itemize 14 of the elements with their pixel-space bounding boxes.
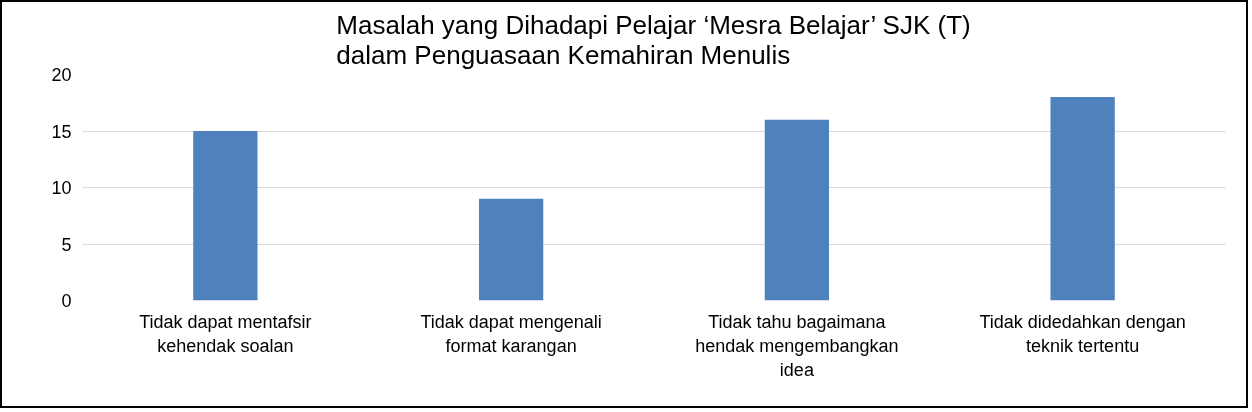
- bar: [764, 119, 830, 301]
- bar: [1050, 97, 1115, 301]
- y-tick-label: 10: [51, 178, 72, 198]
- bar: [478, 198, 544, 301]
- y-tick-label: 20: [51, 65, 72, 85]
- y-tick-label: 15: [51, 121, 72, 142]
- x-tick-label: Tidak dapat mengenali format karangan: [420, 311, 602, 356]
- y-tick-label: 5: [61, 234, 72, 255]
- x-tick-label: Tidak didedahkan dengan teknik tertentu: [979, 311, 1186, 356]
- x-tick-label: Tidak dapat mentafsir kehendak soalan: [139, 311, 312, 356]
- x-tick-label: Tidak tahu bagaimana hendak mengembangkan idea: [695, 311, 899, 380]
- y-tick-label: 0: [61, 291, 72, 311]
- chart-title: Masalah yang Dihadapi Pelajar ‘Mesra Belajar’ SJK (T) dalam Penguasaan Kemahiran Menulis: [336, 9, 971, 70]
- bar: [193, 131, 258, 301]
